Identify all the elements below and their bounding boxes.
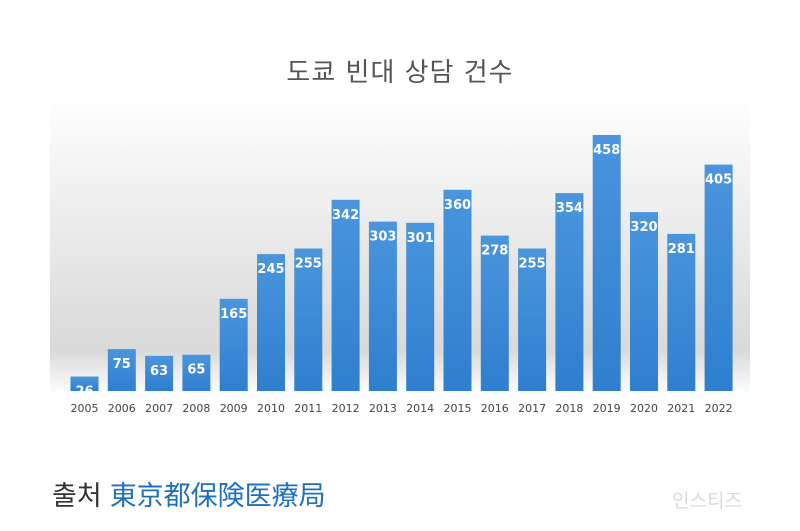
source-prefix: 출처: [52, 481, 102, 512]
x-axis-tick-labels: 2005 2006 2007 2008 2009 2010 2011 2012 2013 2014…: [71, 402, 733, 415]
bar-2011: [294, 248, 323, 391]
tick-label-2010: 2010: [257, 402, 285, 415]
value-label-2020: 320: [630, 220, 657, 235]
tick-label-2022: 2022: [705, 402, 733, 415]
tick-label-2020: 2020: [630, 402, 658, 415]
value-label-2015: 360: [444, 198, 471, 213]
bar-2007: [145, 355, 174, 391]
value-label-2009: 165: [220, 307, 247, 322]
value-label-2008: 65: [187, 363, 205, 378]
bar-2020: [630, 212, 658, 391]
value-label-2011: 255: [295, 257, 322, 272]
value-label-2005: 26: [75, 385, 93, 400]
bar-2017: [518, 248, 547, 391]
value-label-2022: 405: [705, 173, 732, 188]
tick-label-2008: 2008: [182, 402, 210, 415]
source-line: 출처 東京都保険医療局: [52, 474, 326, 513]
tick-label-2005: 2005: [71, 402, 99, 415]
tick-label-2017: 2017: [518, 402, 546, 415]
bar-2015: [443, 189, 472, 391]
bar-2022: [704, 164, 733, 391]
value-label-2010: 245: [257, 262, 284, 277]
tick-label-2021: 2021: [667, 402, 695, 415]
value-label-2013: 303: [369, 230, 396, 245]
tick-label-2015: 2015: [444, 402, 472, 415]
source-name: 東京都保険医療局: [109, 481, 326, 512]
bar-2016: [480, 235, 509, 391]
tick-label-2018: 2018: [555, 402, 583, 415]
value-label-2006: 75: [113, 357, 131, 372]
bar-2005: [70, 376, 99, 391]
bar-2010: [257, 254, 285, 391]
tick-label-2009: 2009: [220, 402, 248, 415]
chart-title: 도쿄 빈대 상담 건수: [286, 58, 514, 88]
bar-2009: [219, 298, 248, 391]
value-label-2021: 281: [668, 242, 695, 257]
tick-label-2014: 2014: [406, 402, 434, 415]
value-label-2007: 63: [150, 364, 168, 379]
value-label-2017: 255: [519, 257, 546, 272]
bar-2008: [182, 354, 211, 391]
value-label-2016: 278: [481, 244, 508, 259]
tick-label-2019: 2019: [593, 402, 621, 415]
bar-2006: [107, 349, 136, 391]
value-label-2018: 354: [556, 201, 583, 216]
tick-label-2011: 2011: [294, 402, 322, 415]
value-label-2012: 342: [332, 208, 359, 223]
value-label-2014: 301: [407, 231, 434, 246]
bar-2021: [667, 233, 696, 391]
bar-2012: [331, 199, 360, 391]
watermark: 인스티즈: [672, 490, 742, 512]
bar-2013: [368, 221, 397, 391]
value-label-2019: 458: [593, 143, 620, 158]
tick-label-2016: 2016: [481, 402, 509, 415]
bar-2019: [592, 135, 621, 391]
value-labels: 26 75 63 65 165 245 255 342 303 301 360 278 255 354 45…: [75, 143, 732, 400]
bars-layer: [70, 135, 733, 391]
tick-label-2012: 2012: [332, 402, 360, 415]
bar-2018: [555, 193, 584, 391]
tick-label-2013: 2013: [369, 402, 397, 415]
bar-2014: [406, 222, 435, 391]
tick-label-2006: 2006: [108, 402, 136, 415]
tick-label-2007: 2007: [145, 402, 173, 415]
